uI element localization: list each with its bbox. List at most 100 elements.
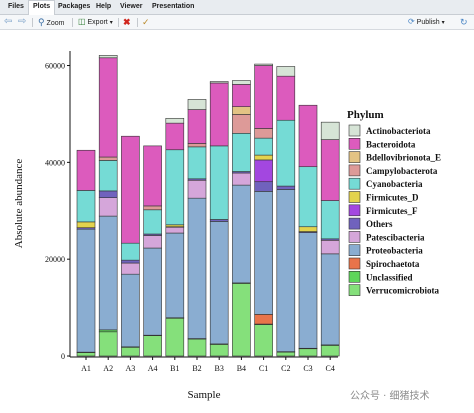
x-tick-label: C2 xyxy=(281,364,290,373)
forward-arrow-icon[interactable]: ⇨ xyxy=(18,16,27,27)
bar-segment xyxy=(298,348,318,357)
bar-segment xyxy=(298,232,318,349)
bar-segment xyxy=(121,259,140,264)
y-tick-label: 0 xyxy=(61,352,65,361)
bar-segment xyxy=(165,149,185,226)
bar-segment xyxy=(276,351,296,357)
legend-label: Cyanobacteria xyxy=(366,179,423,189)
bar-segment xyxy=(298,166,318,228)
legend-label: Proteobacteria xyxy=(366,246,423,256)
remove-icon[interactable]: ✖ xyxy=(123,17,131,27)
bar-segment xyxy=(98,55,118,59)
zoom-icon: ⚲ xyxy=(38,17,45,27)
bar-segment xyxy=(254,191,273,315)
broom-icon[interactable]: ✓ xyxy=(142,17,150,27)
toolbar-divider xyxy=(118,18,119,27)
bar-segment xyxy=(121,273,140,348)
x-tick-label: A4 xyxy=(148,364,158,373)
legend-label: Campylobacterota xyxy=(366,166,438,176)
bar-segment xyxy=(143,145,162,207)
chevron-down-icon: ▾ xyxy=(441,20,445,26)
legend-swatch xyxy=(348,151,361,163)
bar-segment xyxy=(320,239,340,255)
bar-segment xyxy=(232,84,251,107)
tab-help[interactable]: Help xyxy=(96,3,112,10)
refresh-icon[interactable]: ↻ xyxy=(460,17,468,27)
legend-label: Actinobacteriota xyxy=(366,126,431,136)
legend-label: Firmicutes_F xyxy=(366,206,418,216)
tab-files[interactable]: Files xyxy=(8,3,24,10)
bar-segment xyxy=(232,80,251,85)
bar-segment xyxy=(165,232,185,319)
bar-segment xyxy=(187,338,207,357)
bar-segment xyxy=(121,242,140,261)
x-tick-label: C3 xyxy=(303,364,312,373)
tab-presentation[interactable]: Presentation xyxy=(152,3,195,10)
bar-segment xyxy=(232,184,251,284)
bar-segment xyxy=(254,128,273,139)
bar-segment xyxy=(254,65,273,129)
bar-segment xyxy=(187,143,207,148)
bar-segment xyxy=(254,137,273,156)
legend-label: Unclassified xyxy=(366,272,413,282)
export-icon: ◫ xyxy=(78,17,86,26)
x-tick-label: A3 xyxy=(126,364,136,373)
legend-swatch xyxy=(348,257,361,270)
bar-segment xyxy=(320,121,340,140)
x-tick-label: B3 xyxy=(215,364,224,373)
y-tick-label: 60000 xyxy=(45,62,65,71)
publish-label: Publish xyxy=(416,19,440,26)
pane-tab-bar: Files Plots Packages Help Viewer Presentation xyxy=(0,0,474,15)
bar-segment xyxy=(209,145,229,220)
bar-segment xyxy=(276,189,296,352)
bar-segment xyxy=(276,119,296,187)
bar-segment xyxy=(276,66,296,77)
bar-segment xyxy=(76,228,96,353)
bar-segment xyxy=(298,226,318,232)
legend-label: Patescibacteria xyxy=(366,232,425,242)
watermark: 公众号 · 细猪技术 xyxy=(350,391,430,402)
export-button[interactable]: ◫ Export ▾ xyxy=(78,16,113,28)
back-arrow-icon[interactable]: ⇦ xyxy=(4,16,13,27)
toolbar-divider xyxy=(72,18,73,27)
legend-swatch xyxy=(348,138,361,150)
legend-label: Firmicutes_D xyxy=(366,193,419,203)
bar-segment xyxy=(320,253,340,346)
legend-swatch xyxy=(348,164,361,177)
legend-swatch xyxy=(348,177,361,190)
x-axis-label: Sample xyxy=(188,389,221,401)
bar-segment xyxy=(143,247,162,336)
tab-packages[interactable]: Packages xyxy=(58,3,91,10)
bar-segment xyxy=(143,235,162,249)
tab-plots[interactable]: Plots xyxy=(28,0,56,15)
export-label: Export xyxy=(87,19,108,26)
zoom-button[interactable]: ⚲ Zoom xyxy=(38,16,64,28)
chevron-down-icon: ▾ xyxy=(109,20,113,26)
bar-segment xyxy=(98,160,118,192)
bar-segment xyxy=(209,82,229,147)
bar-segment xyxy=(187,109,207,144)
bar-segment xyxy=(98,197,118,217)
bar-segment xyxy=(232,172,251,186)
bar-segment xyxy=(187,179,207,199)
bar-segment xyxy=(76,190,96,223)
plot-toolbar: ⇦ ⇨ ⚲ Zoom ◫ Export ▾ ✖ ✓ ⟳ Publish ▾ ↻ xyxy=(0,15,474,30)
legend-swatch xyxy=(348,244,361,256)
x-tick-label: A1 xyxy=(81,364,91,373)
legend-label: Spirochaetota xyxy=(366,259,420,269)
publish-button[interactable]: ⟳ Publish ▾ xyxy=(408,16,445,28)
bar-segment xyxy=(165,117,185,124)
bar-segment xyxy=(98,190,118,198)
bar-segment xyxy=(232,106,251,115)
legend-label: Others xyxy=(366,219,393,229)
legend-swatch xyxy=(348,204,361,217)
stacked-bar-chart: 0 20000 40000 60000 A1 A2 A3 A4 B1 B2 B3 B4 C1 C2 C3 C4… xyxy=(13,51,441,401)
bar-segment xyxy=(254,181,273,192)
publish-icon: ⟳ xyxy=(408,17,415,26)
legend-swatch xyxy=(348,191,361,203)
y-tick-label: 20000 xyxy=(45,255,65,264)
bar-segment xyxy=(232,283,251,357)
tab-viewer[interactable]: Viewer xyxy=(120,3,143,10)
x-tick-label: C1 xyxy=(259,364,268,373)
toolbar-divider xyxy=(32,18,33,27)
